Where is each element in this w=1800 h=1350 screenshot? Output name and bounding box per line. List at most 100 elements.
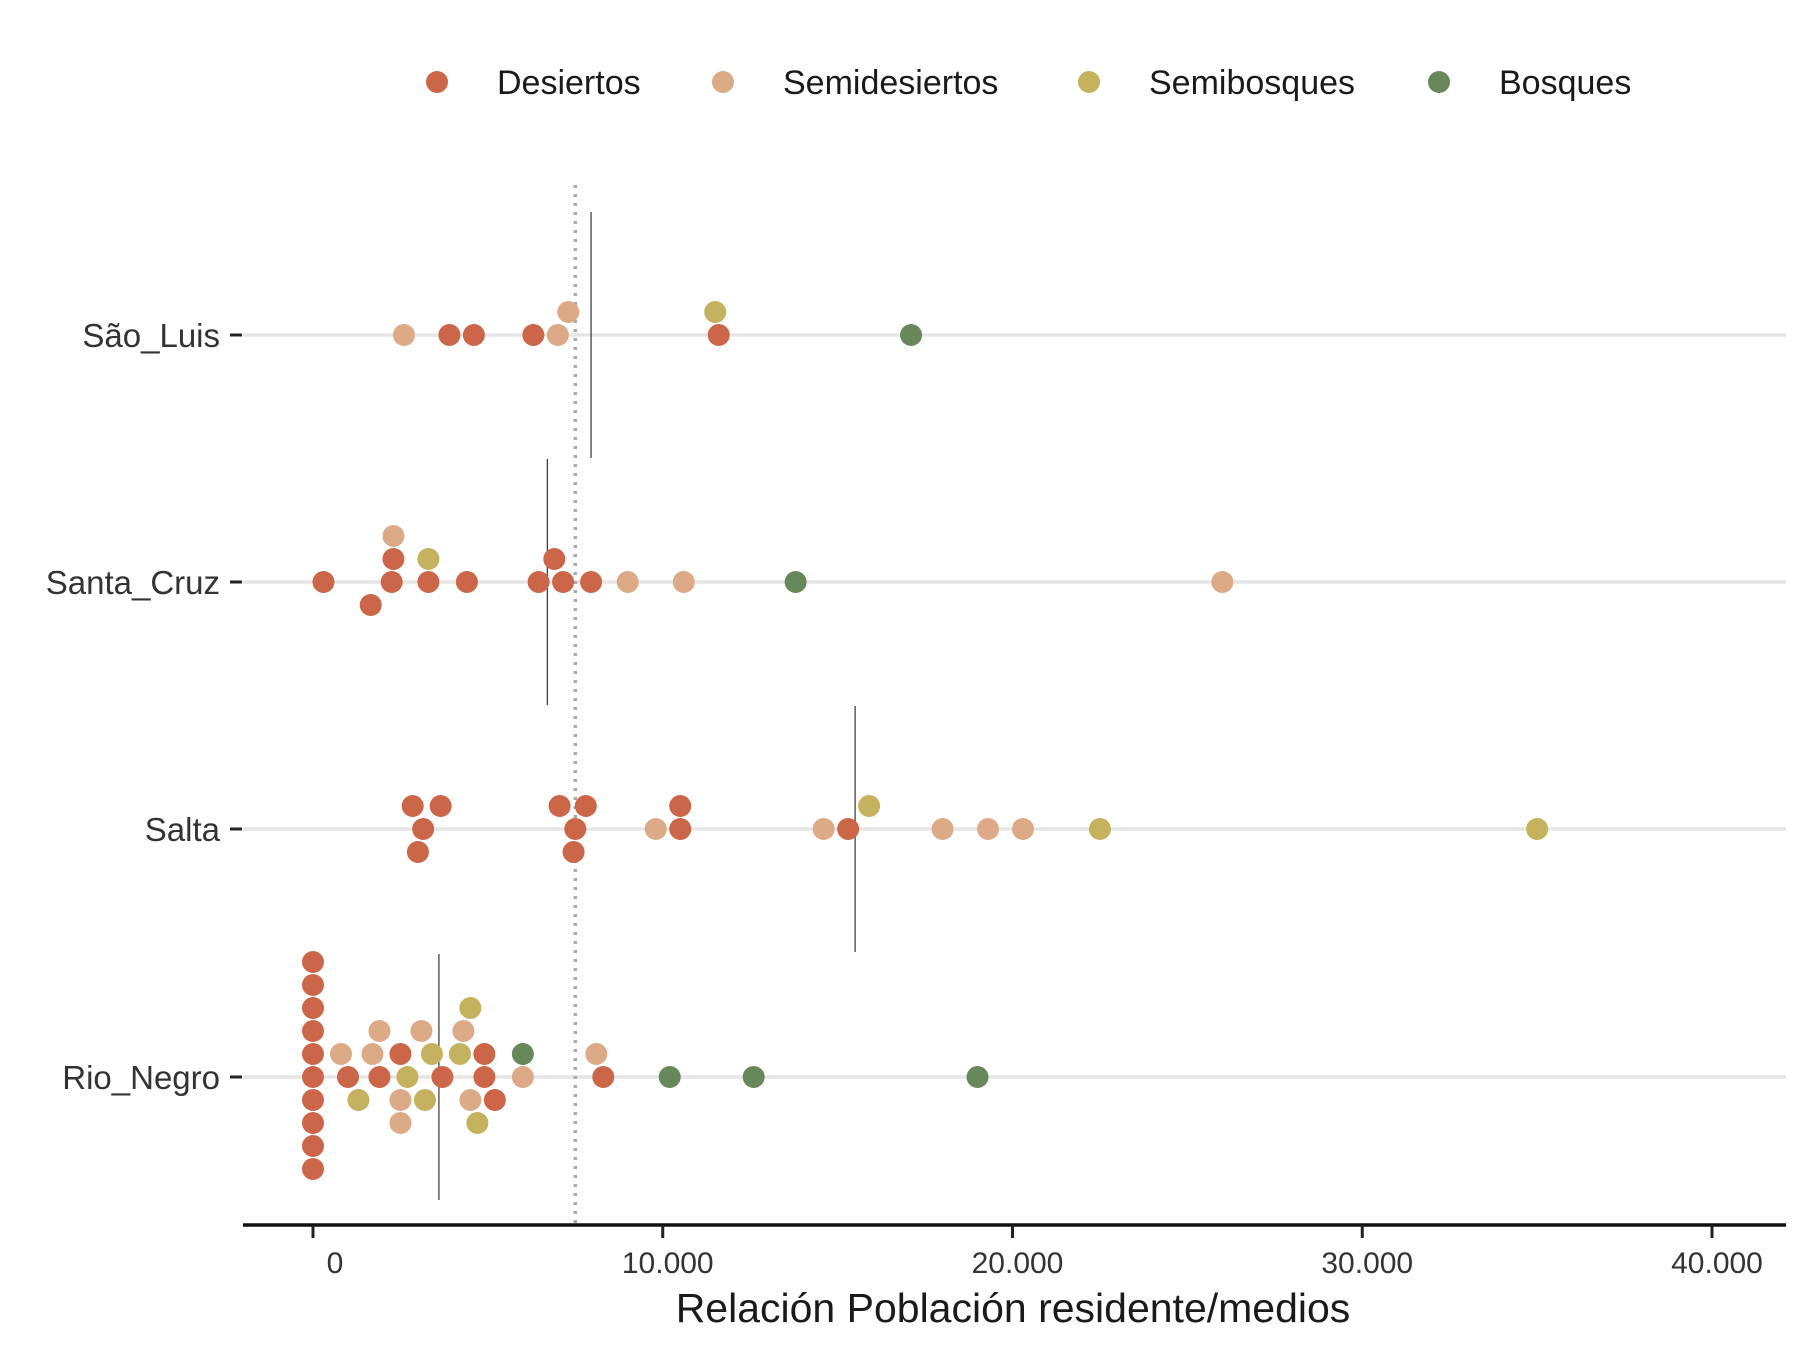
data-point [392, 324, 415, 346]
data-point [784, 571, 807, 593]
data-point [466, 1112, 489, 1134]
y-tick-label: Rio_Negro [62, 1059, 220, 1096]
data-point [931, 818, 954, 840]
x-tick-label: 20.000 [972, 1247, 1064, 1280]
data-point [1011, 818, 1034, 840]
data-point [704, 301, 727, 323]
data-point [401, 795, 424, 817]
data-point [483, 1089, 506, 1111]
data-point [431, 1066, 454, 1088]
data-point [410, 1020, 433, 1042]
data-point [406, 841, 429, 863]
legend-item: Desiertos [426, 64, 641, 102]
legend-label: Semibosques [1149, 64, 1355, 102]
data-point [302, 1066, 324, 1088]
data-point [837, 818, 860, 840]
data-point [552, 571, 575, 593]
legend-label: Desiertos [497, 64, 641, 102]
legend-item: Bosques [1428, 64, 1631, 102]
data-point [368, 1066, 391, 1088]
legend-label: Bosques [1499, 64, 1631, 102]
gridlines [243, 333, 1786, 1079]
data-point [900, 324, 923, 346]
x-tick-label: 10.000 [622, 1247, 714, 1280]
data-point [522, 324, 545, 346]
data-point [302, 951, 324, 973]
legend-marker [1078, 71, 1100, 93]
data-point [412, 818, 435, 840]
data-point [382, 548, 405, 570]
data-point [459, 997, 482, 1019]
data-point [452, 1020, 475, 1042]
x-axis-title: Relación Población residente/medios [676, 1285, 1351, 1331]
data-point [672, 571, 695, 593]
data-point [546, 324, 569, 346]
data-point [966, 1066, 989, 1088]
data-point [302, 1043, 324, 1065]
reference-lines [438, 185, 856, 1225]
data-points [302, 301, 1549, 1180]
data-point [302, 1112, 324, 1134]
data-point [592, 1066, 615, 1088]
data-point [473, 1066, 496, 1088]
data-point [564, 818, 587, 840]
data-point [380, 571, 403, 593]
data-point [312, 571, 335, 593]
data-point [580, 571, 603, 593]
data-point [543, 548, 566, 570]
data-point [429, 795, 452, 817]
data-point [329, 1043, 352, 1065]
data-point [1211, 571, 1234, 593]
data-point [389, 1043, 412, 1065]
x-tick-label: 40.000 [1671, 1247, 1763, 1280]
data-point [417, 548, 440, 570]
data-point [574, 795, 597, 817]
x-tick-label: 0 [327, 1247, 344, 1280]
legend-label: Semidesiertos [783, 64, 998, 102]
x-tick-label: 30.000 [1321, 1247, 1413, 1280]
x-axis: 0 10.000 20.000 30.000 40.000 [243, 1223, 1786, 1280]
data-point [473, 1043, 496, 1065]
data-point [448, 1043, 471, 1065]
data-point [396, 1066, 419, 1088]
data-point [527, 571, 550, 593]
data-point [459, 1089, 482, 1111]
data-point [562, 841, 585, 863]
legend-marker [426, 71, 448, 93]
data-point [511, 1066, 534, 1088]
data-point [644, 818, 667, 840]
data-point [382, 525, 405, 547]
data-point [389, 1089, 412, 1111]
data-point [462, 324, 485, 346]
data-point [359, 594, 382, 616]
y-tick-label: Salta [145, 811, 221, 848]
data-point [977, 818, 1000, 840]
data-point [417, 571, 440, 593]
data-point [302, 1020, 324, 1042]
data-point [812, 818, 835, 840]
data-point [742, 1066, 765, 1088]
data-point [302, 974, 324, 996]
data-point [368, 1020, 391, 1042]
data-point [658, 1066, 681, 1088]
data-point [616, 571, 639, 593]
data-point [361, 1043, 384, 1065]
data-point [1088, 818, 1111, 840]
data-point [302, 1158, 324, 1180]
legend-item: Semidesiertos [712, 64, 998, 102]
data-point [585, 1043, 608, 1065]
data-point [413, 1089, 436, 1111]
data-point [302, 1089, 324, 1111]
data-point [389, 1112, 412, 1134]
data-point [420, 1043, 443, 1065]
data-point [336, 1066, 359, 1088]
y-tick-label: Santa_Cruz [46, 564, 220, 601]
data-point [302, 997, 324, 1019]
data-point [302, 1135, 324, 1157]
legend-marker [712, 71, 734, 93]
y-tick-label: São_Luis [82, 317, 220, 354]
data-point [707, 324, 730, 346]
legend-marker [1428, 71, 1450, 93]
data-point [455, 571, 478, 593]
